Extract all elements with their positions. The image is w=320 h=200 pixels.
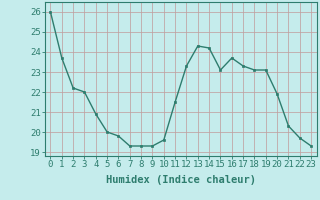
X-axis label: Humidex (Indice chaleur): Humidex (Indice chaleur) <box>106 175 256 185</box>
